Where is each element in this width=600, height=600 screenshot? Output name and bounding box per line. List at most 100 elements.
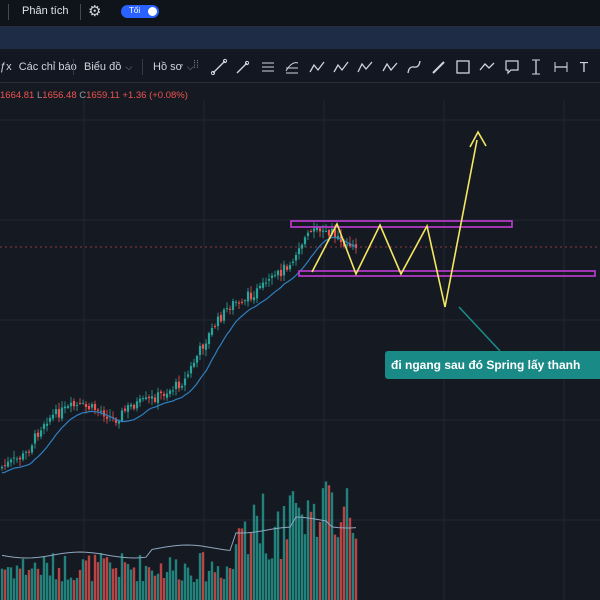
volume-bar: [57, 567, 61, 600]
candle-body: [54, 409, 58, 415]
volume-bar: [12, 578, 16, 600]
candle-body: [228, 308, 232, 310]
volume-bar: [267, 559, 271, 600]
volume-bar: [60, 581, 64, 600]
volume-bar: [75, 577, 79, 600]
volume-bar: [219, 577, 223, 600]
pen-icon[interactable]: [430, 58, 448, 76]
candle-body: [333, 228, 337, 239]
chart-type-button[interactable]: Biểu đồ ⌵: [84, 61, 132, 73]
candle-body: [60, 407, 64, 419]
text-icon[interactable]: T: [576, 58, 594, 76]
candle-body: [93, 403, 97, 411]
candle-body: [330, 228, 334, 235]
candle-body: [132, 404, 136, 409]
trend-line-icon[interactable]: [210, 58, 228, 76]
elliott-wave-icon[interactable]: [356, 58, 374, 76]
comment-icon[interactable]: [503, 58, 521, 76]
indicators-button[interactable]: ƒx Các chỉ báo: [0, 61, 77, 73]
candle-body: [153, 397, 157, 402]
volume-bar: [18, 568, 22, 600]
profile-button[interactable]: Hồ sơ ⌵: [153, 61, 194, 73]
volume-bar: [99, 552, 103, 600]
ray-icon[interactable]: [234, 58, 252, 76]
candle-body: [354, 244, 358, 249]
candle-body: [186, 374, 190, 377]
candle-body: [270, 275, 274, 278]
volume-bar: [240, 528, 244, 600]
candle-body: [159, 391, 163, 394]
volume-bar: [180, 580, 184, 600]
fib-icon[interactable]: [283, 58, 301, 76]
parallel-channel-icon[interactable]: [259, 58, 277, 76]
svg-text:T: T: [579, 61, 588, 76]
candle-body: [21, 453, 25, 460]
volume-bar: [111, 568, 115, 600]
candle-body: [294, 255, 298, 261]
candle-body: [30, 445, 34, 453]
candle-body: [177, 381, 181, 389]
price-chart[interactable]: [0, 100, 600, 600]
candle-body: [264, 282, 268, 284]
candle-body: [105, 416, 109, 419]
volume-bar: [222, 578, 226, 600]
abcd-pattern-icon[interactable]: [332, 58, 350, 76]
volume-bar: [171, 570, 175, 600]
candle-body: [297, 248, 301, 255]
candle-body: [120, 410, 124, 422]
candle-body: [321, 230, 325, 232]
candle-body: [42, 424, 46, 429]
volume-bar: [36, 568, 40, 600]
rectangle-icon[interactable]: [454, 58, 472, 76]
candle-body: [315, 227, 319, 231]
candle-body: [126, 405, 130, 412]
volume-bar: [132, 567, 136, 600]
volume-bar: [144, 565, 148, 600]
candle-body: [117, 421, 121, 424]
candle-body: [180, 385, 184, 388]
volume-bar: [258, 543, 262, 600]
volume-bar: [105, 557, 109, 600]
volume-bar: [204, 581, 208, 600]
indicators-label: Các chỉ báo: [18, 61, 77, 73]
drag-handle-icon[interactable]: ⁞⁞: [193, 59, 200, 71]
volume-bar: [276, 511, 280, 600]
analysis-menu[interactable]: Phân tích: [22, 5, 69, 17]
candle-body: [216, 316, 220, 327]
volume-bar: [318, 521, 322, 600]
top-divider: [8, 4, 9, 20]
volume-bar: [30, 568, 34, 600]
candle-body: [84, 404, 88, 407]
candle-body: [15, 458, 19, 460]
candle-body: [273, 275, 277, 277]
candle-body: [51, 414, 55, 419]
volume-bar: [216, 566, 220, 600]
volume-bar: [186, 567, 190, 600]
brush-icon[interactable]: [405, 58, 423, 76]
volume-bar: [303, 534, 307, 600]
candle-body: [198, 345, 202, 356]
volume-bar: [261, 493, 265, 600]
pitchfork-icon[interactable]: [308, 58, 326, 76]
theme-toggle[interactable]: Tối: [121, 5, 159, 18]
annotation-callout[interactable]: đi ngang sau đó Spring lấy thanh: [385, 351, 600, 379]
candle-body: [309, 230, 313, 232]
volume-bar: [264, 553, 268, 600]
candle-body: [318, 228, 322, 232]
path-icon[interactable]: [478, 58, 496, 76]
top-bar: Phân tích ⚙ Tối: [0, 0, 600, 27]
candle-body: [0, 466, 4, 469]
long-position-icon[interactable]: [527, 58, 545, 76]
volume-bar: [201, 552, 205, 600]
volume-bar: [327, 485, 331, 600]
volume-bar: [84, 560, 88, 600]
volume-bar: [81, 559, 85, 600]
candle-body: [6, 461, 10, 467]
volume-bar: [0, 568, 4, 600]
candle-body: [288, 264, 292, 270]
volume-bar: [42, 556, 46, 600]
volume-bar: [294, 502, 298, 600]
gear-icon[interactable]: ⚙: [88, 3, 102, 20]
measure-icon[interactable]: [552, 58, 570, 76]
xabcd-icon[interactable]: [381, 58, 399, 76]
